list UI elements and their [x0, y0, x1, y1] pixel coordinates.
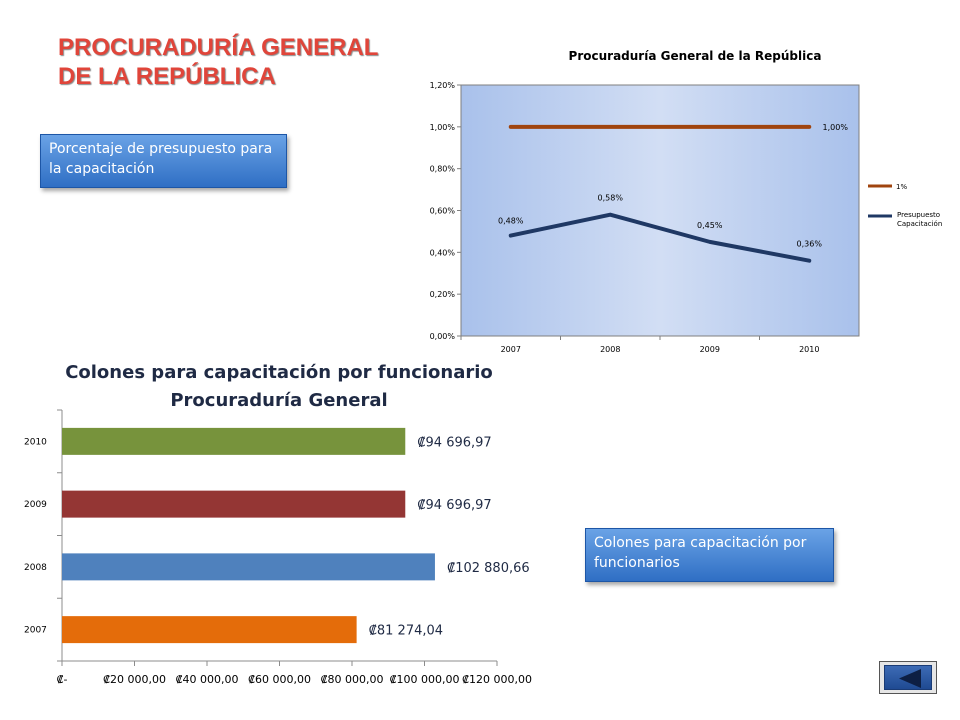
callout-budget-percentage: Porcentaje de presupuesto para la capaci… [40, 134, 287, 188]
bar-value-label: ₡81 274,04 [369, 624, 443, 639]
bar-2008 [62, 553, 435, 581]
bar-2009 [62, 490, 406, 518]
data-label: 0,48% [498, 217, 524, 226]
x-tick-label: ₡120 000,00 [462, 673, 532, 686]
bar-value-label: ₡94 696,97 [417, 435, 491, 450]
y-category-label: 2010 [24, 437, 47, 447]
x-tick-label: ₡40 000,00 [176, 673, 239, 686]
x-tick-label: ₡80 000,00 [321, 673, 384, 686]
x-tick-label: 2010 [799, 345, 819, 354]
bar-value-label: ₡102 880,66 [447, 561, 530, 576]
data-label: 0,58% [598, 194, 624, 203]
slide-title-line-2: DE LA REPÚBLICA [58, 63, 276, 90]
y-category-label: 2007 [24, 626, 47, 636]
y-tick-label: 0,00% [430, 332, 456, 341]
data-label: 0,45% [697, 221, 723, 230]
bar-2007 [62, 616, 357, 644]
data-label: 1,00% [823, 123, 849, 132]
x-tick-label: ₡100 000,00 [390, 673, 460, 686]
x-tick-label: 2007 [501, 345, 521, 354]
back-button-face [884, 665, 932, 690]
x-tick-label: 2008 [600, 345, 620, 354]
slide-title-line-1: PROCURADURÍA GENERAL [58, 34, 379, 61]
data-label: 0,36% [797, 240, 823, 249]
line-chart-title: Procuraduría General de la República [569, 49, 822, 63]
bar-chart-title-line-1: Colones para capacitación por funcionari… [65, 362, 493, 383]
bar-chart-title-line-2: Procuraduría General [170, 390, 387, 411]
x-tick-label: ₡- [57, 673, 68, 686]
back-button[interactable] [879, 661, 937, 694]
x-tick-label: ₡20 000,00 [103, 673, 166, 686]
y-tick-label: 0,60% [430, 207, 456, 216]
legend-label-line-2: Capacitación [897, 220, 942, 228]
slide-title: PROCURADURÍA GENERAL DE LA REPÚBLICA [58, 33, 378, 91]
bar-value-label: ₡94 696,97 [417, 498, 491, 513]
back-arrow-icon [899, 669, 921, 688]
y-category-label: 2008 [24, 563, 47, 573]
bar-2010 [62, 427, 406, 455]
y-tick-label: 0,20% [430, 290, 456, 299]
legend-label-line-1: Presupuesto [897, 211, 940, 219]
y-category-label: 2009 [24, 500, 47, 510]
series-line-1 [508, 212, 812, 263]
legend-label: 1% [896, 183, 907, 191]
y-tick-label: 1,20% [430, 81, 456, 90]
y-tick-label: 1,00% [430, 123, 456, 132]
y-tick-label: 0,40% [430, 248, 456, 257]
x-tick-label: ₡60 000,00 [248, 673, 311, 686]
x-tick-label: 2009 [700, 345, 720, 354]
y-tick-label: 0,80% [430, 165, 456, 174]
callout-colones-per-employee: Colones para capacitación por funcionari… [585, 528, 834, 582]
